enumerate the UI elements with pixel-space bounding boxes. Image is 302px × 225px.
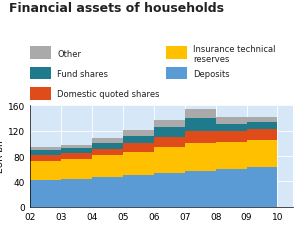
Y-axis label: EUR bn: EUR bn [0,140,5,173]
Text: Other: Other [57,50,81,58]
Text: Domestic quoted shares: Domestic quoted shares [57,90,160,99]
Text: Insurance technical
reserves: Insurance technical reserves [193,44,276,64]
Text: Financial assets of households: Financial assets of households [9,2,224,15]
Text: Deposits: Deposits [193,70,230,79]
Text: Fund shares: Fund shares [57,70,108,79]
